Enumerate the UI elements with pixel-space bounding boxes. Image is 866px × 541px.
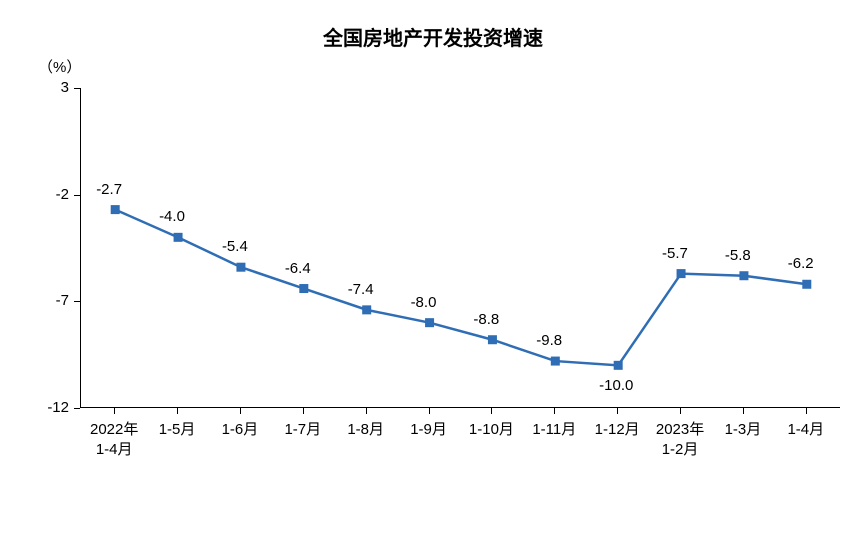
series-marker [300,285,308,293]
series-marker [677,270,685,278]
y-axis-unit: （%） [38,56,81,77]
x-tick-mark [303,408,304,414]
x-tick-mark [806,408,807,414]
x-tick-mark [177,408,178,414]
x-tick-label: 1-12月 [582,420,652,440]
x-tick-label: 1-5月 [142,420,212,440]
series-marker [803,280,811,288]
series-marker [174,233,182,241]
y-tick-mark [74,88,80,89]
chart-container: 全国房地产开发投资增速 （%） 3-2-7-122022年 1-4月1-5月1-… [0,0,866,541]
x-tick-mark [554,408,555,414]
x-tick-label: 1-7月 [268,420,338,440]
data-label: -6.2 [788,255,814,272]
x-tick-mark [491,408,492,414]
data-label: -9.8 [536,332,562,349]
x-tick-mark [366,408,367,414]
x-tick-label: 1-8月 [331,420,401,440]
x-tick-mark [240,408,241,414]
x-tick-mark [743,408,744,414]
y-tick-mark [74,408,80,409]
series-marker [551,357,559,365]
x-tick-mark [429,408,430,414]
series-line [115,210,807,366]
x-tick-label: 1-6月 [205,420,275,440]
series-marker [363,306,371,314]
data-label: -2.7 [96,181,122,198]
chart-title: 全国房地产开发投资增速 [0,22,866,51]
data-label: -7.4 [348,281,374,298]
y-tick-mark [74,301,80,302]
x-tick-label: 2023年 1-2月 [645,420,715,461]
x-tick-label: 1-10月 [456,420,526,440]
data-label: -6.4 [285,260,311,277]
x-tick-mark [617,408,618,414]
y-tick-label: -12 [29,399,69,416]
data-label: -5.4 [222,238,248,255]
y-tick-label: -7 [29,292,69,309]
x-tick-label: 2022年 1-4月 [79,420,149,461]
series-marker [740,272,748,280]
series-marker [426,319,434,327]
data-label: -10.0 [599,377,633,394]
series-marker [488,336,496,344]
x-tick-mark [680,408,681,414]
y-tick-mark [74,195,80,196]
series-marker [237,263,245,271]
x-tick-mark [114,408,115,414]
data-label: -4.0 [159,208,185,225]
data-label: -8.0 [411,294,437,311]
x-tick-label: 1-4月 [771,420,841,440]
y-tick-label: 3 [29,79,69,96]
y-tick-label: -2 [29,186,69,203]
x-tick-label: 1-11月 [519,420,589,440]
series-marker [614,361,622,369]
data-label: -8.8 [473,311,499,328]
data-label: -5.7 [662,245,688,262]
x-tick-label: 1-3月 [708,420,778,440]
x-tick-label: 1-9月 [394,420,464,440]
series-marker [111,206,119,214]
data-label: -5.8 [725,247,751,264]
